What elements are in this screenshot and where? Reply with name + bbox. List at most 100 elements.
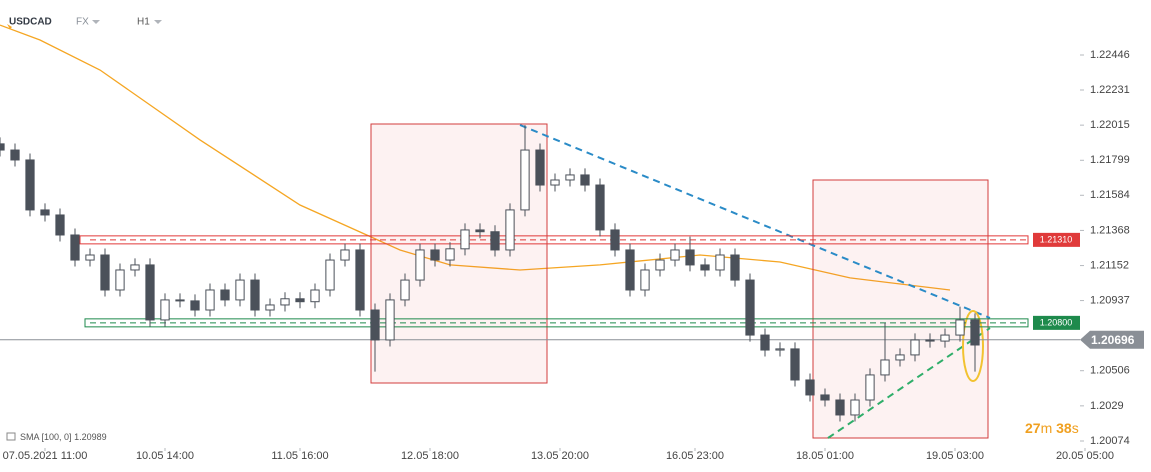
sma-value: 1.20989 (74, 432, 107, 442)
candle-body (670, 249, 680, 261)
y-tick-label: 1.21799 (1090, 154, 1130, 166)
candle-body (430, 249, 440, 261)
candle-body (340, 249, 350, 261)
candle-body (130, 264, 140, 271)
candle-body (505, 209, 515, 251)
candle-body (610, 229, 620, 251)
level-label: 1.21310 (1040, 235, 1073, 245)
level-label-bg (1033, 232, 1080, 247)
candle-body (400, 279, 410, 301)
candle-body (145, 264, 155, 321)
candle-body (85, 254, 95, 261)
y-tick-label: 1.20506 (1090, 365, 1130, 377)
y-tick-label: 1.22015 (1090, 119, 1130, 131)
candle-body (310, 289, 320, 303)
x-tick-label: 16.05 23:00 (666, 450, 724, 462)
candle-body (385, 299, 395, 341)
candle-body (40, 209, 50, 216)
y-tick-label: 1.21152 (1090, 259, 1129, 271)
countdown-value: 27 (1025, 420, 1041, 436)
candle-body (880, 359, 890, 376)
x-tick-label: 11.05 16:00 (271, 450, 328, 462)
candle-body (955, 319, 965, 336)
x-tick-label: 10.05 14:00 (136, 450, 194, 462)
level-zone (84, 318, 1029, 328)
candle-body (760, 334, 770, 351)
y-tick-label: 1.20074 (1090, 435, 1130, 447)
candle-body (235, 279, 245, 301)
candle-body (715, 254, 725, 271)
candle-body (265, 304, 275, 311)
candle-body (940, 334, 950, 342)
candle-body (790, 348, 800, 381)
candle-body (925, 339, 935, 342)
candle-body (175, 299, 185, 302)
symbol: USDCAD (9, 17, 52, 28)
candle-body (115, 269, 125, 291)
candle-body (730, 254, 740, 281)
highlight-ellipse (962, 310, 984, 382)
sma-name: SMA (20, 432, 40, 442)
trend-line (519, 124, 991, 319)
current-price-label: 1.20696 (1091, 333, 1135, 347)
dropdown-arrow[interactable] (92, 20, 100, 24)
y-tick-label: 1.21584 (1090, 189, 1130, 201)
candle-body (205, 289, 215, 311)
y-tick-label: 1.22446 (1090, 49, 1130, 61)
y-tick-label: 1.2029 (1090, 400, 1124, 412)
candle-body (535, 149, 545, 186)
dropdown-arrow[interactable] (154, 20, 162, 24)
sma-legend: SMA [100, 0] 1.20989 (20, 432, 107, 442)
x-tick-label: 12.05 18:00 (401, 450, 459, 462)
candle-body (280, 298, 290, 306)
countdown-value: 38 (1056, 420, 1072, 436)
level-label: 1.20800 (1040, 318, 1073, 328)
candle-body (100, 254, 110, 291)
candle-body (220, 289, 230, 301)
candle-body (445, 248, 455, 261)
current-price-tag (1080, 330, 1144, 349)
candle-body (775, 348, 785, 351)
candle-body (355, 249, 365, 311)
candle-body (55, 214, 65, 236)
candle-body (685, 249, 695, 266)
candle-body (490, 231, 500, 251)
drawings (370, 123, 991, 439)
trend-line (827, 327, 991, 439)
candle-body (700, 264, 710, 271)
x-tick-label: 19.05 03:00 (926, 450, 984, 462)
candle-body (190, 300, 200, 311)
x-tick-label: 18.05 01:00 (796, 450, 854, 462)
candle-body (70, 234, 80, 261)
candle-body (640, 269, 650, 291)
candle-body (550, 179, 560, 186)
candle-body (580, 174, 590, 186)
legend-icon[interactable] (6, 432, 16, 441)
countdown-unit: s (1072, 420, 1079, 436)
candle-body (25, 159, 35, 211)
candle-body (460, 229, 470, 250)
candle-body (520, 149, 530, 211)
candle-body (415, 249, 425, 281)
candle-body (250, 279, 260, 311)
candle-body (655, 259, 665, 271)
countdown-unit: m (1041, 420, 1053, 436)
interval[interactable]: H1 (137, 17, 150, 28)
candle-body (565, 174, 575, 181)
candle-body (895, 354, 905, 361)
candle-body (595, 184, 605, 231)
candle-body (10, 149, 20, 161)
x-tick-label: 13.05 20:00 (531, 450, 589, 462)
highlight-box (812, 179, 989, 439)
candle-body (910, 339, 920, 356)
candle-body (745, 279, 755, 336)
y-tick-label: 1.20937 (1090, 294, 1130, 306)
level-label-bg (1033, 315, 1080, 330)
countdown: 27m 38s (1025, 420, 1079, 436)
candle-body (370, 309, 380, 341)
y-tick-label: 1.22231 (1090, 84, 1130, 96)
candle-body (850, 399, 860, 416)
candle-body (0, 143, 5, 151)
x-tick-label: 07.05.2021 11:00 (3, 450, 88, 462)
